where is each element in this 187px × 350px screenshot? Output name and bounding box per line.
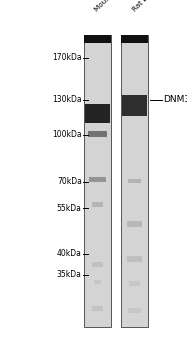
Bar <box>121 35 148 43</box>
Bar <box>127 221 142 227</box>
Bar <box>128 179 141 183</box>
Bar <box>84 35 111 43</box>
Bar <box>94 280 101 284</box>
Bar <box>121 35 148 327</box>
Bar <box>89 177 106 182</box>
Text: 40kDa: 40kDa <box>57 249 82 258</box>
Bar <box>92 262 103 267</box>
Text: 100kDa: 100kDa <box>52 130 82 139</box>
Text: 170kDa: 170kDa <box>52 53 82 62</box>
Bar <box>92 202 103 207</box>
Bar <box>92 306 103 311</box>
Bar <box>129 281 140 286</box>
Bar <box>88 131 107 137</box>
Bar <box>84 35 111 327</box>
Bar <box>85 104 110 123</box>
Text: 130kDa: 130kDa <box>52 95 82 104</box>
Text: 55kDa: 55kDa <box>57 204 82 213</box>
Text: DNM3: DNM3 <box>164 95 187 104</box>
Bar <box>128 308 141 313</box>
Bar <box>127 256 142 262</box>
Text: Rat brain: Rat brain <box>131 0 159 12</box>
Bar <box>122 94 147 116</box>
Text: Mouse brain: Mouse brain <box>94 0 129 12</box>
Text: 70kDa: 70kDa <box>57 177 82 187</box>
Text: 35kDa: 35kDa <box>57 270 82 279</box>
